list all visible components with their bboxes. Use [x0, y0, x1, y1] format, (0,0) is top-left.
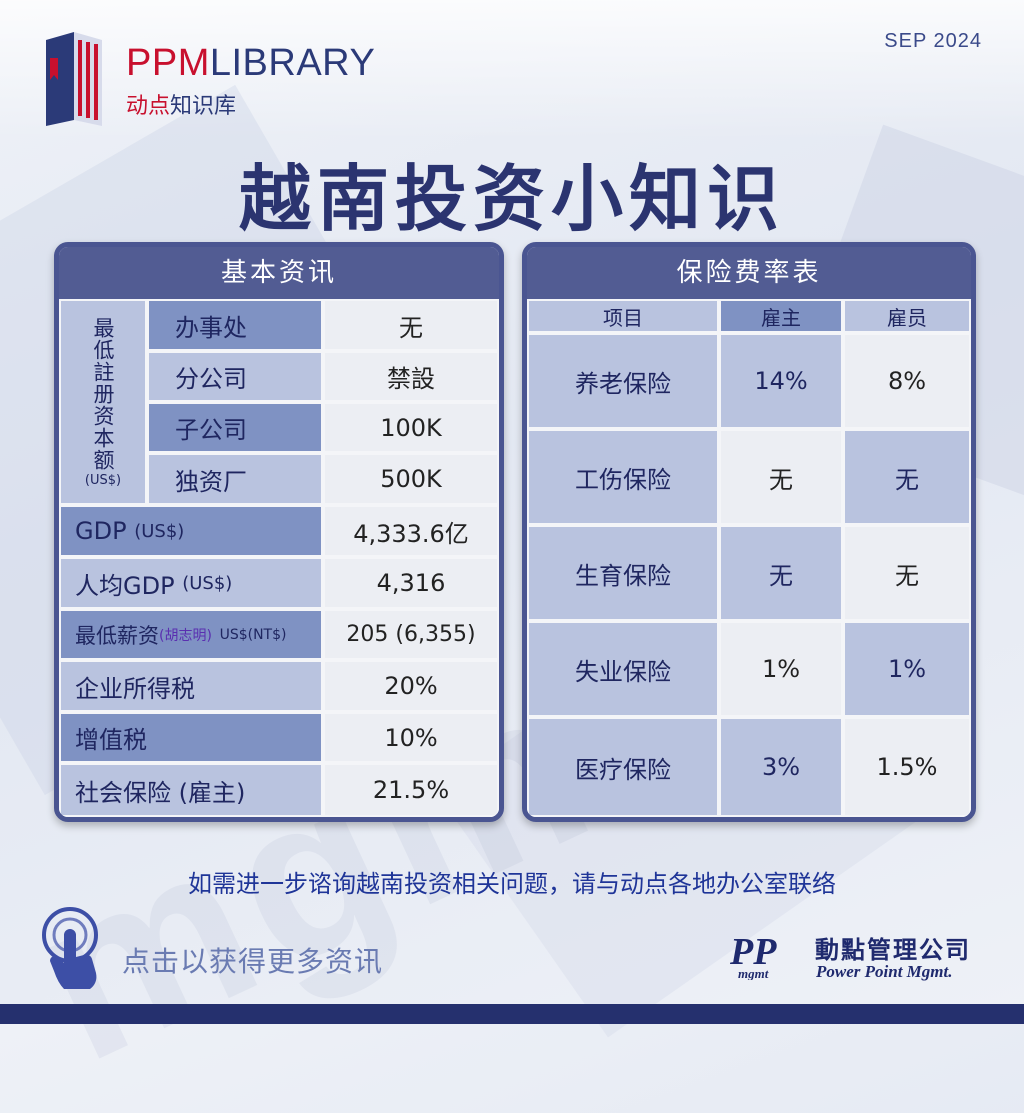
book-icon — [46, 32, 102, 126]
info-row-label: 企业所得税 — [59, 660, 323, 712]
basic-info-panel: 基本资讯 最低註册资本额 (US$) 办事处 无 分公司 禁設 子公司 100K… — [54, 242, 504, 822]
basic-info-header: 基本资讯 — [59, 247, 499, 299]
insurance-item: 医疗保险 — [527, 717, 719, 817]
info-row-label: GDP (US$) — [59, 505, 323, 557]
company-name-en: Power Point Mgmt. — [816, 962, 953, 981]
info-row-value: 4,316 — [323, 557, 499, 609]
insurance-item: 生育保险 — [527, 525, 719, 621]
info-row-value: 205 (6,355) — [323, 609, 499, 660]
bottom-bar — [0, 1004, 1024, 1024]
insurance-header: 保险费率表 — [527, 247, 971, 299]
info-row-value: 21.5% — [323, 763, 499, 817]
capital-row-value: 禁設 — [323, 351, 499, 402]
logo-chinese: 动点知识库 — [126, 94, 237, 119]
column-header-employee: 雇员 — [843, 299, 971, 333]
company-name-cn: 動點管理公司 — [815, 936, 971, 964]
info-row-value: 20% — [323, 660, 499, 712]
insurance-employer-rate: 3% — [719, 717, 843, 817]
pp-mgmt-logo: PP mgmt — [730, 931, 777, 980]
capital-row-value: 500K — [323, 453, 499, 505]
more-info-link[interactable]: 点击以获得更多资讯 — [122, 945, 384, 978]
column-header-employer: 雇主 — [719, 299, 843, 333]
info-row-value: 10% — [323, 712, 499, 763]
column-header-item: 项目 — [527, 299, 719, 333]
svg-text:PP: PP — [730, 931, 777, 973]
logo-wordmark: PPMLIBRARY — [126, 42, 376, 84]
capital-row-label: 独资厂 — [147, 453, 323, 505]
insurance-employee-rate: 1.5% — [843, 717, 971, 817]
info-row-label: 增值税 — [59, 712, 323, 763]
insurance-employer-rate: 1% — [719, 621, 843, 717]
tap-hand-icon[interactable] — [40, 905, 104, 995]
info-row-value: 4,333.6亿 — [323, 505, 499, 557]
info-row-label: 人均GDP (US$) — [59, 557, 323, 609]
insurance-employer-rate: 无 — [719, 429, 843, 525]
capital-row-value: 100K — [323, 402, 499, 453]
insurance-item: 失业保险 — [527, 621, 719, 717]
insurance-employer-rate: 无 — [719, 525, 843, 621]
capital-row-label: 分公司 — [147, 351, 323, 402]
insurance-item: 养老保险 — [527, 333, 719, 429]
insurance-employer-rate: 14% — [719, 333, 843, 429]
min-capital-label: 最低註册资本额 (US$) — [59, 299, 147, 505]
capital-row-value: 无 — [323, 299, 499, 351]
insurance-employee-rate: 无 — [843, 429, 971, 525]
publish-date: SEP 2024 — [884, 30, 982, 52]
page-title: 越南投资小知识 — [238, 157, 785, 241]
insurance-rate-panel: 保险费率表 项目 雇主 雇员 养老保险 14% 8% 工伤保险 无 无 生育保险… — [522, 242, 976, 822]
basic-info-table: 最低註册资本额 (US$) 办事处 无 分公司 禁設 子公司 100K 独资厂 … — [59, 299, 499, 817]
insurance-employee-rate: 无 — [843, 525, 971, 621]
insurance-item: 工伤保险 — [527, 429, 719, 525]
svg-text:mgmt: mgmt — [738, 966, 769, 980]
info-row-label: 社会保险 (雇主) — [59, 763, 323, 817]
contact-note: 如需进一步谘询越南投资相关问题，请与动点各地办公室联络 — [188, 870, 836, 898]
insurance-employee-rate: 8% — [843, 333, 971, 429]
ppm-library-logo[interactable]: PPMLIBRARY 动点知识库 — [40, 30, 375, 130]
info-row-label: 最低薪资 (胡志明) US$(NT$) — [59, 609, 323, 660]
insurance-employee-rate: 1% — [843, 621, 971, 717]
capital-row-label: 子公司 — [147, 402, 323, 453]
capital-row-label: 办事处 — [147, 299, 323, 351]
